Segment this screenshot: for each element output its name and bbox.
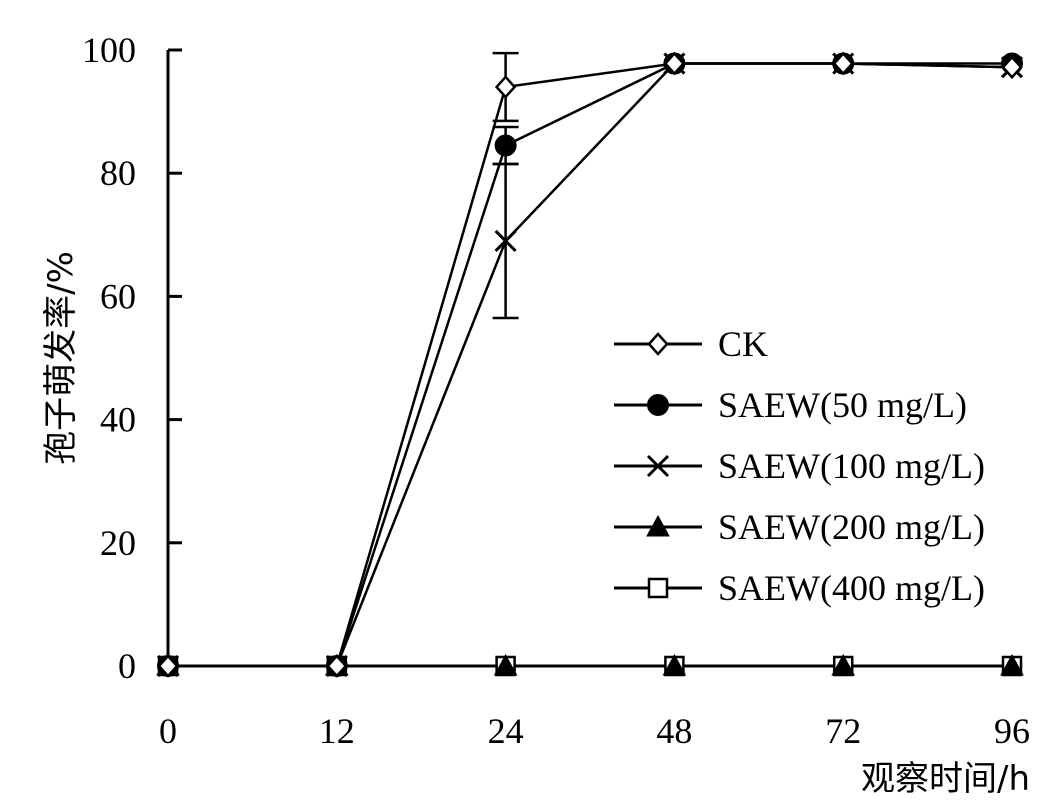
y-tick-label: 80 — [100, 153, 136, 193]
legend-item: SAEW(100 mg/L) — [614, 446, 985, 486]
legend-label: SAEW(100 mg/L) — [718, 446, 985, 486]
data-point — [1001, 55, 1023, 80]
data-point — [832, 51, 854, 76]
data-point — [494, 134, 517, 157]
legend-marker — [647, 394, 669, 416]
data-point — [493, 653, 518, 676]
legend-label: SAEW(200 mg/L) — [718, 507, 985, 547]
data-point — [662, 653, 687, 676]
legend-item: CK — [614, 324, 768, 364]
legend-marker — [646, 454, 670, 478]
y-tick-label: 0 — [118, 646, 136, 686]
x-tick-label: 48 — [656, 711, 692, 751]
legend-marker — [647, 577, 669, 599]
legend-label: SAEW(400 mg/L) — [718, 568, 985, 608]
tick-labels: 0 20 40 60 80 100 0 12 24 48 72 96 — [82, 30, 1030, 751]
y-axis-title: 孢子萌发率/% — [41, 251, 81, 465]
data-markers — [156, 51, 1024, 678]
data-point — [157, 654, 179, 678]
legend-label: CK — [718, 324, 768, 364]
x-tick-label: 72 — [825, 711, 861, 751]
series-lines — [168, 62, 1013, 668]
y-tick-label: 20 — [100, 523, 136, 563]
y-tick-label: 100 — [82, 30, 136, 70]
y-tick-label: 60 — [100, 276, 136, 316]
data-point — [1000, 653, 1024, 676]
x-axis-title: 观察时间/h — [861, 759, 1030, 799]
data-point — [494, 229, 517, 253]
x-tick-label: 0 — [159, 711, 177, 751]
legend-marker — [646, 514, 670, 537]
legend-item: SAEW(400 mg/L) — [614, 568, 985, 608]
data-point — [663, 51, 686, 76]
legend-marker — [647, 332, 669, 356]
x-tick-label: 12 — [319, 711, 355, 751]
legend-label: SAEW(50 mg/L) — [718, 385, 967, 425]
x-tick-label: 96 — [994, 711, 1030, 751]
legend-item: SAEW(50 mg/L) — [614, 385, 967, 425]
x-tick-label: 24 — [488, 711, 524, 751]
data-point — [326, 654, 348, 678]
data-point — [494, 75, 517, 99]
data-point — [831, 653, 856, 676]
legend-item: SAEW(200 mg/L) — [614, 507, 985, 547]
y-tick-label: 40 — [100, 400, 136, 440]
legend: CK SAEW(50 mg/L) SAEW(100 mg/L) SAEW(200 mg… — [614, 324, 985, 608]
